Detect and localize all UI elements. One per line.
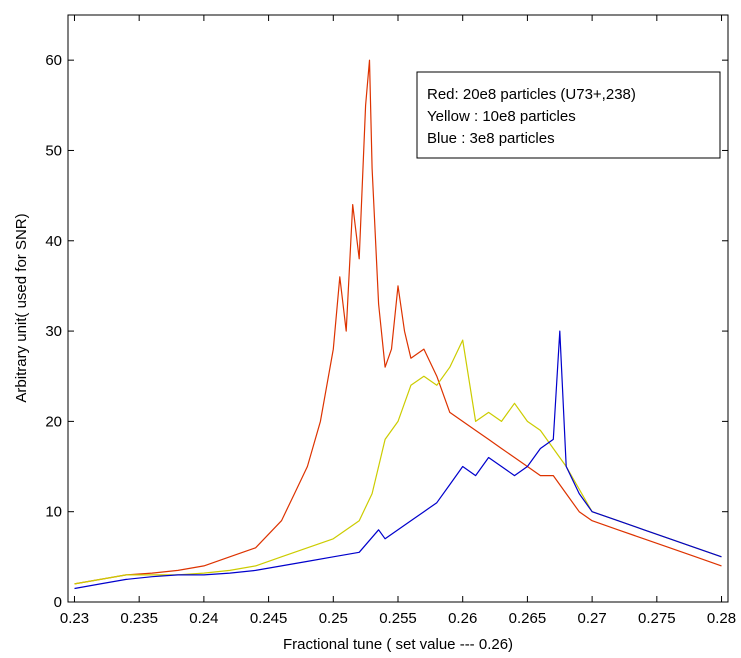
x-tick-label: 0.245: [250, 610, 288, 627]
y-tick-label: 0: [54, 594, 62, 611]
x-axis-label: Fractional tune ( set value --- 0.26): [283, 636, 513, 653]
legend-entry-red: Red: 20e8 particles (U73+,238): [427, 86, 636, 103]
x-tick-label: 0.24: [189, 610, 218, 627]
y-axis-ticks: 0 10 20 30 40 50 60: [45, 52, 728, 611]
y-tick-label: 40: [45, 233, 62, 250]
y-tick-label: 20: [45, 413, 62, 430]
x-axis-ticks: 0.23 0.235 0.24 0.245 0.25 0.255 0.26 0.265 0.27…: [60, 15, 736, 627]
x-tick-label: 0.265: [509, 610, 547, 627]
x-tick-label: 0.25: [319, 610, 348, 627]
plot-frame: [67, 14, 729, 603]
y-tick-label: 60: [45, 52, 62, 69]
legend-entry-blue: Blue : 3e8 particles: [427, 130, 555, 147]
x-tick-label: 0.27: [578, 610, 607, 627]
x-tick-label: 0.23: [60, 610, 89, 627]
x-tick-label: 0.26: [448, 610, 477, 627]
legend: Red: 20e8 particles (U73+,238) Yellow : …: [416, 71, 721, 159]
y-tick-label: 50: [45, 142, 62, 159]
x-tick-label: 0.275: [638, 610, 676, 627]
series-red-line: [74, 59, 722, 585]
series-blue-line: [74, 330, 722, 590]
x-tick-label: 0.28: [707, 610, 736, 627]
y-tick-label: 10: [45, 504, 62, 521]
legend-entry-yellow: Yellow : 10e8 particles: [427, 108, 576, 125]
y-axis-label: Arbitrary unit( used for SNR): [13, 213, 30, 402]
x-tick-label: 0.235: [120, 610, 158, 627]
x-tick-label: 0.255: [379, 610, 417, 627]
series-layer: [74, 59, 722, 590]
legend-box: [416, 71, 721, 159]
series-yellow-line: [74, 339, 722, 585]
y-tick-label: 30: [45, 323, 62, 340]
